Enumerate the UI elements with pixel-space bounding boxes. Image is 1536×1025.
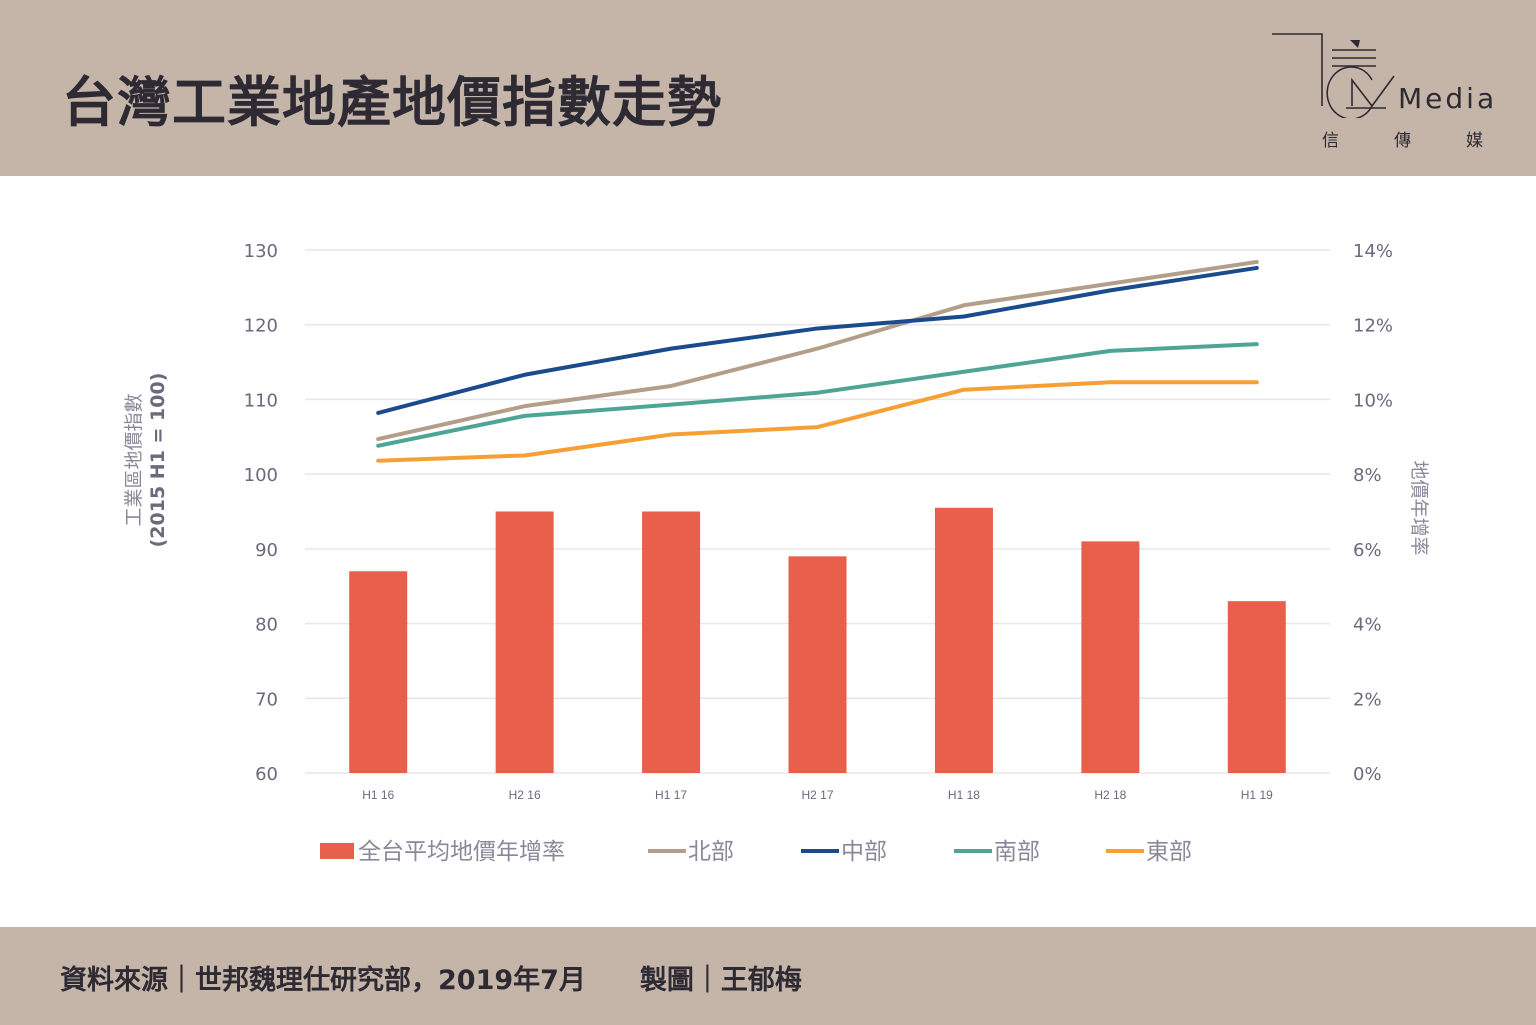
right-tick-label: 4% — [1353, 615, 1382, 636]
bar — [788, 556, 847, 773]
bars — [349, 507, 1286, 773]
lines — [376, 259, 1259, 463]
left-axis-subtitle: (2015 H1 = 100) — [147, 373, 169, 548]
left-tick-label: 60 — [255, 764, 278, 785]
right-tick-label: 2% — [1353, 689, 1382, 710]
legend-label-south: 南部 — [994, 839, 1040, 865]
right-tick-label: 14% — [1353, 241, 1393, 262]
right-tick-label: 6% — [1353, 540, 1382, 561]
line-series-east — [376, 380, 1259, 463]
x-tick-label: H2 18 — [1094, 788, 1126, 802]
footer-banner — [0, 927, 1536, 1025]
bar — [642, 511, 701, 773]
right-axis-ticks: 0% 2% 4% 6% 8% 10% 12% 14% — [1353, 241, 1393, 785]
legend-label-east: 東部 — [1146, 839, 1192, 865]
tcmedia-logo: Media 信 傳 媒 — [1268, 28, 1498, 151]
logo-sub-2: 傳 — [1394, 131, 1411, 151]
left-tick-label: 130 — [244, 241, 278, 262]
x-tick-label: H2 16 — [509, 788, 541, 802]
header-banner: 台灣工業地產地價指數走勢 Media 信 傳 媒 — [0, 0, 1536, 176]
left-tick-label: 90 — [255, 540, 278, 561]
left-tick-label: 110 — [244, 390, 278, 411]
x-tick-label: H1 18 — [948, 788, 980, 802]
logo-sub-1: 信 — [1322, 131, 1339, 151]
source-credit: 資料來源｜世邦魏理仕研究部，2019年7月 製圖｜王郁梅 — [60, 965, 802, 996]
x-axis-ticks: H1 16 H2 16 H1 17 H2 17 H1 18 H2 18 H1 19 — [362, 788, 1273, 802]
bar — [1081, 541, 1140, 773]
x-tick-label: H1 16 — [362, 788, 394, 802]
legend-swatch-bars — [320, 843, 354, 859]
logo-mark-icon: Media — [1272, 33, 1497, 120]
legend-label-central: 中部 — [841, 839, 887, 865]
x-tick-label: H1 19 — [1241, 788, 1273, 802]
logo-text: Media — [1398, 82, 1497, 115]
right-tick-label: 12% — [1353, 316, 1393, 337]
bar — [1227, 601, 1286, 773]
line-series-south — [376, 342, 1259, 448]
right-tick-label: 10% — [1353, 390, 1393, 411]
right-tick-label: 0% — [1353, 764, 1382, 785]
right-axis-title: 地價年增率 — [1408, 460, 1430, 555]
x-tick-label: H1 17 — [655, 788, 687, 802]
page-title: 台灣工業地產地價指數走勢 — [62, 71, 722, 134]
left-tick-label: 70 — [255, 689, 278, 710]
left-axis-title: 工業區地價指數 — [123, 393, 145, 526]
logo-sub-3: 媒 — [1466, 131, 1483, 151]
x-tick-label: H2 17 — [801, 788, 833, 802]
right-tick-label: 8% — [1353, 465, 1382, 486]
bar — [934, 507, 993, 773]
bar — [495, 511, 554, 773]
legend: 全台平均地價年增率 北部 中部 南部 東部 — [320, 839, 1192, 865]
line-series-central — [376, 265, 1259, 415]
legend-label-bars: 全台平均地價年增率 — [358, 839, 565, 865]
line-series-north — [376, 259, 1259, 442]
left-tick-label: 100 — [244, 465, 278, 486]
bar — [349, 571, 408, 773]
left-tick-label: 120 — [244, 316, 278, 337]
left-tick-label: 80 — [255, 615, 278, 636]
left-axis-ticks: 60 70 80 90 100 110 120 130 — [244, 241, 278, 785]
legend-label-north: 北部 — [688, 839, 734, 865]
chart-area: 60 70 80 90 100 110 120 130 0% 2% 4% 6% 8% 10% 12% 14%… — [123, 241, 1430, 865]
